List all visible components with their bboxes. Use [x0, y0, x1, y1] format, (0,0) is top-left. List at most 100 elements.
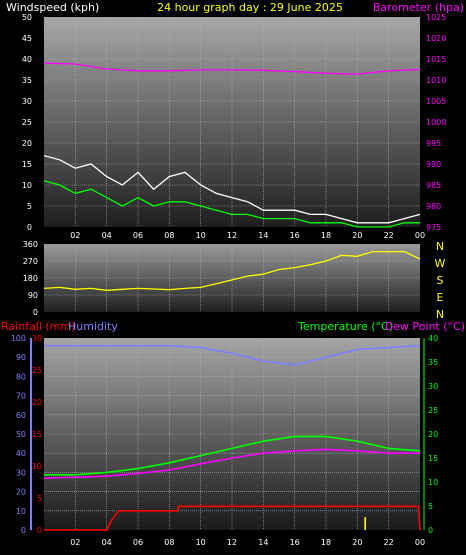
windspeed-tick-label: 0: [27, 223, 32, 232]
time-tick-label: 04: [102, 231, 112, 240]
direction-tick-label: 360: [23, 240, 38, 249]
time-tick-label: 12: [227, 538, 237, 547]
temp-panel-series: [43, 344, 421, 531]
wind-panel-ticks: 0510152025303540455097598098599099510001…: [22, 13, 447, 240]
windspeed-tick-label: 5: [27, 202, 32, 211]
temp-panel-ticks: 0102030405060708090100051015202530051015…: [11, 334, 438, 547]
humidity-tick-label: 90: [16, 353, 26, 362]
direction-tick-label: 180: [23, 274, 38, 283]
temperature-tick-label: 40: [428, 334, 438, 343]
direction-tick-label: 90: [28, 291, 38, 300]
temperature-axis-label: Temperature (°C): [297, 320, 393, 333]
barometer-tick-label: 1025: [426, 13, 446, 22]
temp-panel-series-3: [44, 505, 421, 531]
windspeed-axis-label: Windspeed (kph): [6, 1, 99, 14]
time-tick-label: 16: [290, 231, 300, 240]
temp-panel-grid: [44, 338, 420, 530]
temp-panel-series-2: [43, 448, 420, 479]
humidity-axis-label: Humidity: [68, 320, 118, 333]
time-tick-label: 04: [102, 538, 112, 547]
time-tick-label: 06: [133, 231, 143, 240]
humidity-tick-label: 80: [16, 372, 26, 381]
rainfall-tick-label: 30: [32, 334, 42, 343]
barometer-tick-label: 980: [426, 202, 441, 211]
humidity-tick-label: 70: [16, 392, 26, 401]
rainfall-tick-label: 10: [32, 462, 42, 471]
humidity-tick-label: 60: [16, 411, 26, 420]
direction-tick-label: 270: [23, 257, 38, 266]
compass-label: E: [437, 291, 444, 304]
humidity-tick-label: 20: [16, 488, 26, 497]
humidity-tick-label: 50: [16, 430, 26, 439]
series-line-1: [43, 180, 420, 228]
time-tick-label: 10: [196, 231, 206, 240]
compass-label: W: [435, 257, 446, 270]
windspeed-tick-label: 50: [22, 13, 32, 22]
barometer-tick-label: 1010: [426, 76, 446, 85]
time-tick-label: 16: [290, 538, 300, 547]
direction-panel-grid: [44, 244, 420, 312]
series-line-2: [43, 62, 421, 75]
wind-panel-series: [43, 62, 421, 228]
humidity-tick-label: 40: [16, 449, 26, 458]
time-tick-label: 18: [321, 231, 331, 240]
rainfall-tick-label: 5: [37, 494, 42, 503]
time-tick-label: 22: [384, 231, 394, 240]
windspeed-tick-label: 30: [22, 97, 32, 106]
time-tick-label: 14: [258, 538, 268, 547]
time-tick-label: 08: [164, 231, 174, 240]
temperature-tick-label: 15: [428, 454, 438, 463]
humidity-tick-label: 10: [16, 507, 26, 516]
barometer-tick-label: 1005: [426, 97, 446, 106]
time-tick-label: 18: [321, 538, 331, 547]
compass-label: N: [436, 308, 444, 321]
direction-series-0: [43, 250, 421, 291]
temperature-tick-label: 10: [428, 478, 438, 487]
time-tick-label: 08: [164, 538, 174, 547]
temperature-tick-label: 5: [428, 502, 433, 511]
wind-panel-grid: [44, 17, 420, 227]
humidity-tick-label: 30: [16, 468, 26, 477]
series-line-0: [43, 154, 421, 224]
barometer-tick-label: 1015: [426, 55, 446, 64]
time-tick-label: 20: [352, 231, 362, 240]
time-tick-label: 06: [133, 538, 143, 547]
time-tick-label: 00: [415, 231, 425, 240]
time-tick-label: 20: [352, 538, 362, 547]
windspeed-tick-label: 40: [22, 55, 32, 64]
time-tick-label: 22: [384, 538, 394, 547]
compass-label: S: [437, 274, 444, 287]
rainfall-axis-label: Rainfall (mm): [1, 320, 75, 333]
rainfall-tick-label: 25: [32, 366, 42, 375]
temperature-tick-label: 0: [428, 526, 433, 535]
barometer-tick-label: 985: [426, 181, 441, 190]
temperature-tick-label: 25: [428, 406, 438, 415]
dewpoint-axis-label: Dew Point (°C): [385, 320, 465, 333]
time-tick-label: 00: [415, 538, 425, 547]
time-tick-label: 12: [227, 231, 237, 240]
time-tick-label: 02: [70, 538, 80, 547]
chart-title: 24 hour graph day : 29 June 2025: [157, 1, 343, 14]
windspeed-tick-label: 35: [22, 76, 32, 85]
barometer-tick-label: 995: [426, 139, 441, 148]
windspeed-tick-label: 45: [22, 34, 32, 43]
temperature-tick-label: 30: [428, 382, 438, 391]
barometer-tick-label: 975: [426, 223, 441, 232]
time-tick-label: 10: [196, 538, 206, 547]
time-tick-label: 02: [70, 231, 80, 240]
temp-panel-series-1: [44, 435, 421, 476]
temperature-tick-label: 35: [428, 358, 438, 367]
barometer-tick-label: 990: [426, 160, 441, 169]
barometer-tick-label: 1020: [426, 34, 446, 43]
humidity-tick-label: 100: [11, 334, 26, 343]
temperature-tick-label: 20: [428, 430, 438, 439]
direction-tick-label: 0: [33, 308, 38, 317]
windspeed-tick-label: 10: [22, 181, 32, 190]
windspeed-tick-label: 20: [22, 139, 32, 148]
temp-panel-series-0: [44, 344, 421, 366]
rainfall-tick-label: 0: [37, 526, 42, 535]
barometer-tick-label: 1000: [426, 118, 446, 127]
compass-label: N: [436, 240, 444, 253]
